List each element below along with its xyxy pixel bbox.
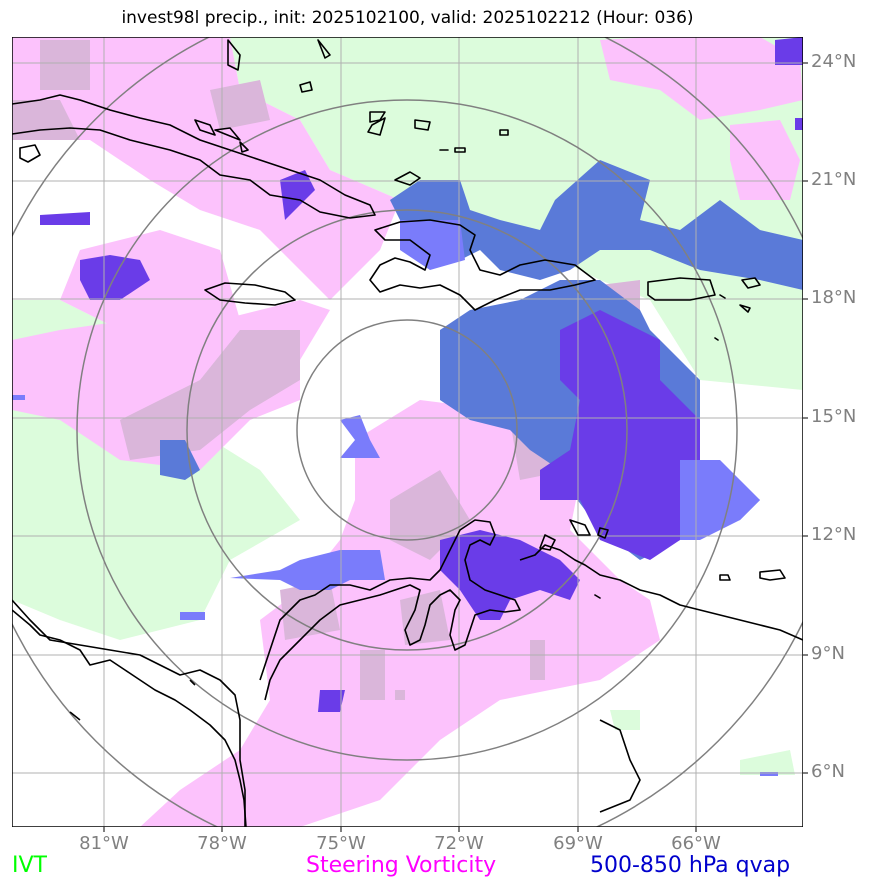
legend-steering-vorticity: Steering Vorticity — [306, 853, 497, 878]
legend-qvap: 500-850 hPa qvap — [590, 853, 791, 878]
lat-tick-label: 6°N — [811, 761, 845, 782]
puerto-rico-coast — [647, 277, 716, 301]
legend-ivt: IVT — [12, 853, 47, 878]
lon-tick-label: 78°W — [197, 833, 247, 854]
lat-tick-label: 9°N — [811, 643, 845, 664]
range-ring-2 — [186, 209, 628, 651]
map-title: invest98l precip., init: 2025102100, val… — [121, 8, 694, 28]
qvap-field — [12, 37, 803, 776]
range-ring-3 — [76, 99, 738, 761]
hispaniola-coast — [369, 219, 596, 311]
lon-tick-label: 66°W — [671, 833, 721, 854]
lon-tick-label: 81°W — [79, 833, 129, 854]
south-america-coast — [12, 519, 803, 827]
lat-tick-label: 12°N — [811, 524, 857, 545]
bahamas-islands — [194, 39, 509, 186]
isle-of-youth — [19, 144, 41, 163]
axis-ticks — [103, 62, 808, 832]
lat-tick-label: 18°N — [811, 287, 857, 308]
cuba-coast — [12, 94, 376, 219]
lon-tick-label: 75°W — [316, 833, 366, 854]
lon-tick-label: 69°W — [553, 833, 603, 854]
range-rings — [12, 37, 803, 827]
central-america-coast — [12, 609, 247, 827]
gridlines — [12, 37, 803, 827]
lat-tick-label: 21°N — [811, 169, 857, 190]
coastlines — [12, 39, 803, 827]
lon-tick-label: 72°W — [434, 833, 484, 854]
lesser-antilles — [714, 277, 761, 341]
lat-tick-label: 15°N — [811, 406, 857, 427]
lat-tick-label: 24°N — [811, 51, 857, 72]
jamaica-coast — [204, 282, 296, 306]
map-plot-area — [12, 37, 803, 827]
range-ring-1 — [296, 319, 518, 541]
